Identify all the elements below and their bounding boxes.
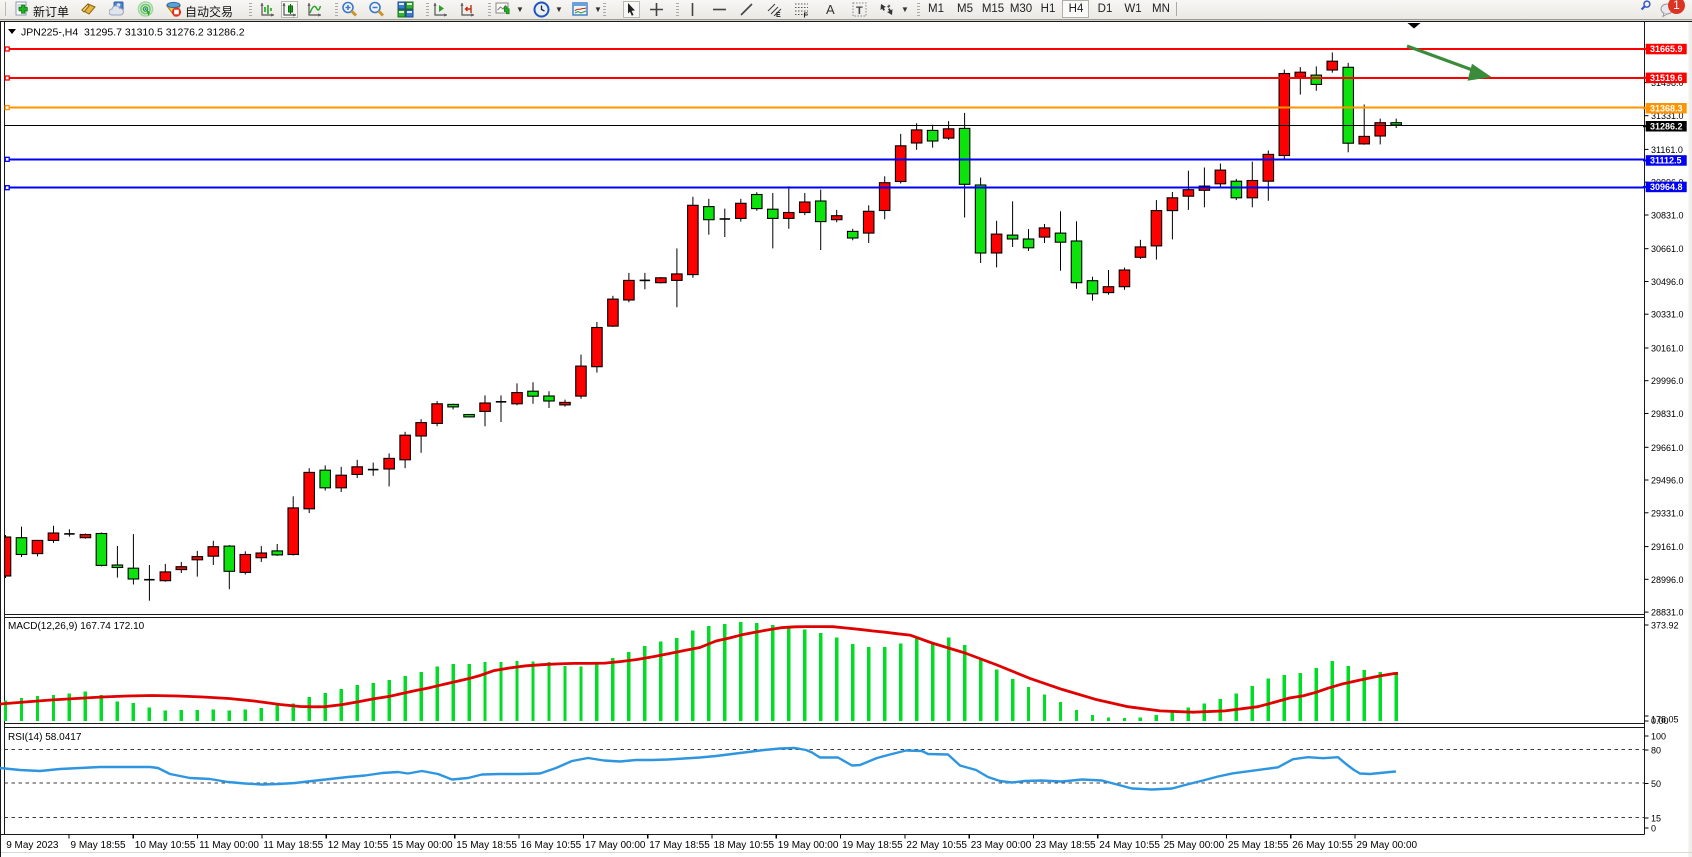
svg-text:15: 15 [1651,814,1661,824]
svg-text:19 May 18:55: 19 May 18:55 [842,840,903,851]
svg-text:11 May 18:55: 11 May 18:55 [263,840,323,851]
svg-text:31161.0: 31161.0 [1651,145,1683,155]
svg-text:30161.0: 30161.0 [1651,344,1684,354]
svg-text:30331.0: 30331.0 [1651,310,1684,320]
svg-text:19 May 00:00: 19 May 00:00 [778,840,839,851]
svg-text:31368.3: 31368.3 [1650,103,1683,113]
svg-text:23 May 18:55: 23 May 18:55 [1035,840,1096,851]
svg-text:0.00: 0.00 [1651,716,1669,726]
svg-text:26 May 10:55: 26 May 10:55 [1292,840,1353,851]
svg-text:31665.9: 31665.9 [1650,44,1683,54]
svg-text:25 May 00:00: 25 May 00:00 [1164,840,1225,851]
svg-text:15 May 18:55: 15 May 18:55 [456,840,517,851]
svg-text:31112.5: 31112.5 [1650,156,1682,166]
svg-text:0: 0 [1651,824,1656,834]
svg-text:31519.6: 31519.6 [1650,73,1683,83]
svg-text:31286.2: 31286.2 [1650,121,1683,131]
svg-text:29 May 00:00: 29 May 00:00 [1357,840,1418,851]
svg-text:12 May 10:55: 12 May 10:55 [328,840,389,851]
svg-text:28996.0: 28996.0 [1651,575,1684,585]
svg-text:30496.0: 30496.0 [1651,277,1684,287]
svg-text:373.92: 373.92 [1651,621,1679,631]
svg-text:29496.0: 29496.0 [1651,476,1684,486]
svg-text:30964.8: 30964.8 [1650,182,1683,192]
svg-text:24 May 10:55: 24 May 10:55 [1099,840,1160,851]
svg-text:29661.0: 29661.0 [1651,443,1684,453]
svg-text:17 May 00:00: 17 May 00:00 [585,840,646,851]
svg-text:15 May 00:00: 15 May 00:00 [392,840,453,851]
svg-text:T: T [856,5,863,17]
svg-text:25 May 18:55: 25 May 18:55 [1228,840,1289,851]
svg-text:29331.0: 29331.0 [1651,508,1684,518]
svg-text:9 May 2023: 9 May 2023 [6,840,59,851]
svg-text:80: 80 [1651,746,1661,756]
svg-text:RSI(14) 58.0417: RSI(14) 58.0417 [8,732,82,743]
svg-text:29996.0: 29996.0 [1651,376,1684,386]
svg-text:100: 100 [1651,732,1666,742]
svg-text:29161.0: 29161.0 [1651,542,1684,552]
svg-text:MACD(12,26,9) 167.74 172.10: MACD(12,26,9) 167.74 172.10 [8,621,145,632]
svg-text:17 May 18:55: 17 May 18:55 [649,840,710,851]
svg-text:9 May 18:55: 9 May 18:55 [71,840,126,851]
svg-text:29831.0: 29831.0 [1651,409,1684,419]
svg-text:22 May 10:55: 22 May 10:55 [906,840,967,851]
svg-text:18 May 10:55: 18 May 10:55 [714,840,775,851]
svg-text:178.05: 178.05 [1651,715,1679,725]
svg-text:31331.0: 31331.0 [1651,111,1684,121]
svg-text:30831.0: 30831.0 [1651,211,1684,221]
svg-text:10 May 10:55: 10 May 10:55 [135,840,196,851]
svg-text:JPN225-,H4 31295.7 31310.5 31: JPN225-,H4 31295.7 31310.5 31276.2 31286… [21,27,245,39]
svg-text:50: 50 [1651,779,1661,789]
svg-text:23 May 00:00: 23 May 00:00 [971,840,1032,851]
svg-text:E: E [776,12,781,18]
svg-text:30661.0: 30661.0 [1651,244,1684,254]
svg-text:F: F [804,13,809,19]
svg-text:11 May 00:00: 11 May 00:00 [199,840,259,851]
svg-text:16 May 10:55: 16 May 10:55 [521,840,582,851]
svg-text:28831.0: 28831.0 [1651,608,1684,618]
